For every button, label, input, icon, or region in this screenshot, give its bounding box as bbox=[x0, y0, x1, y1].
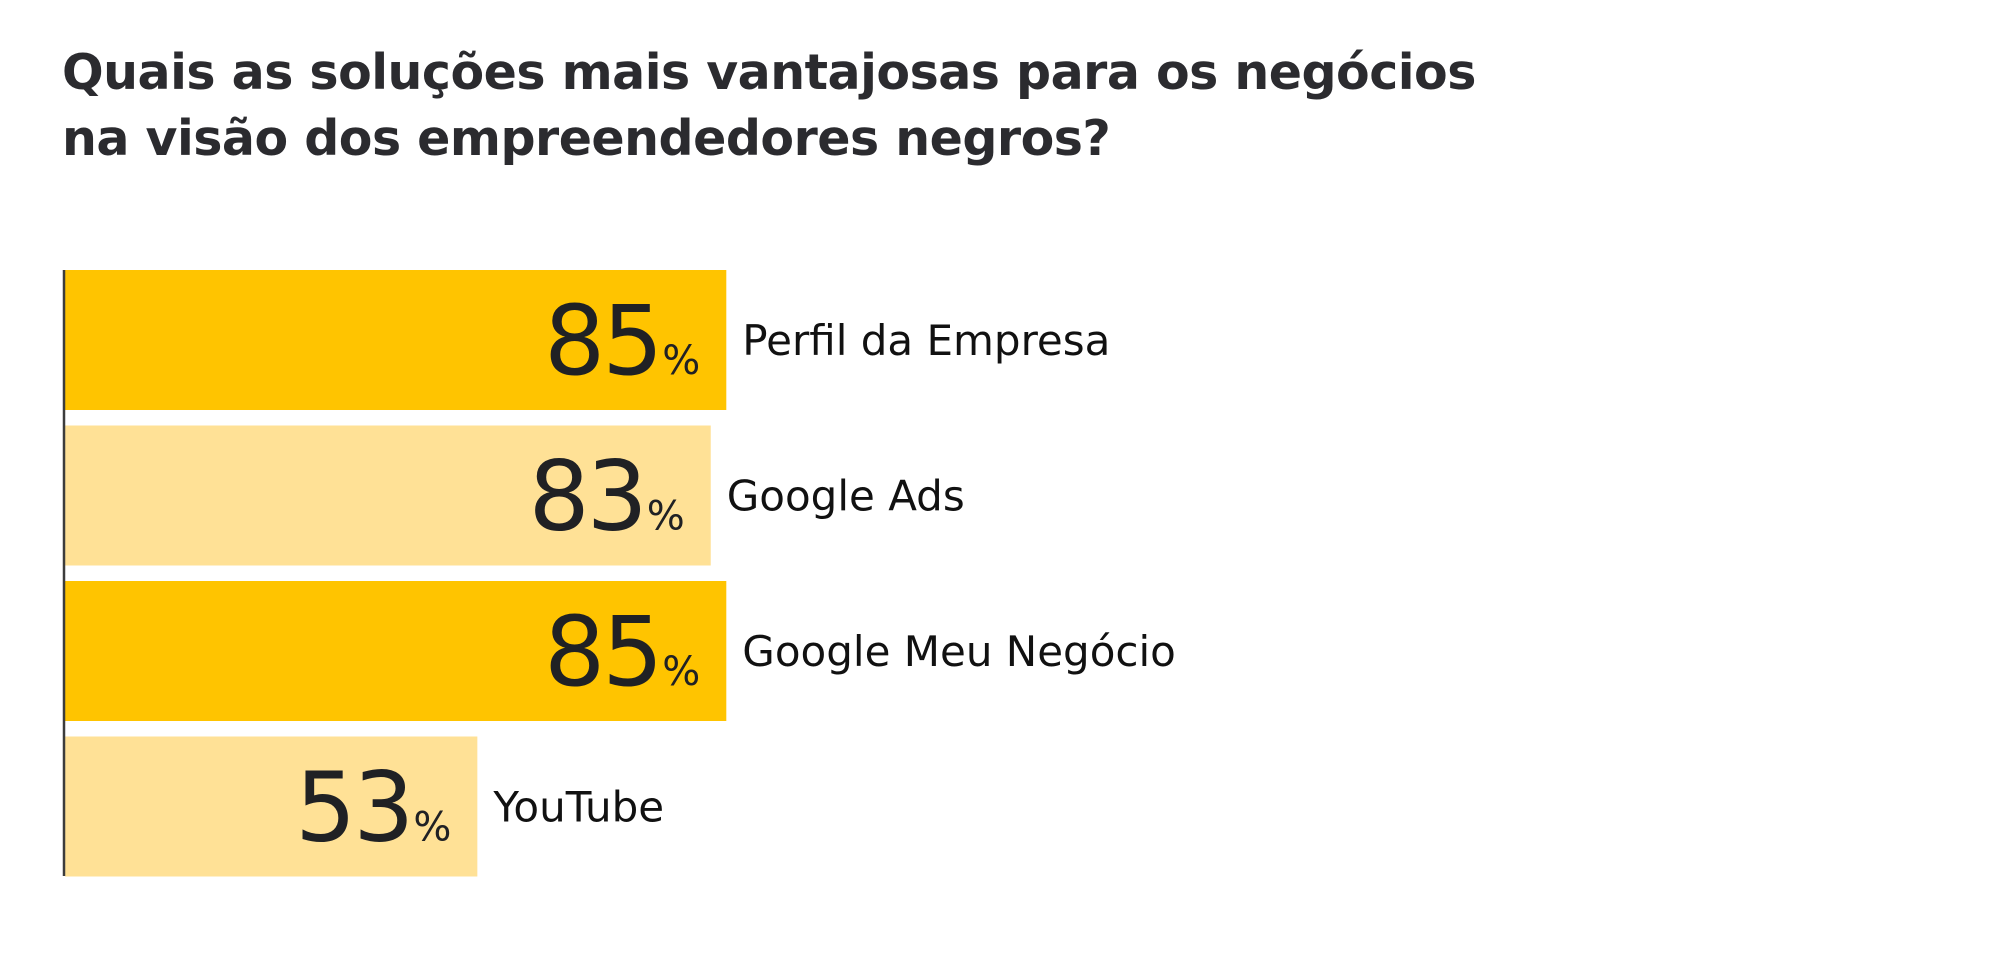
value-unit-google-ads: % bbox=[647, 494, 685, 540]
category-label-google-ads: Google Ads bbox=[727, 472, 965, 521]
bars-group: 85% Perfil da Empresa 83% Google Ads 85% Goog… bbox=[65, 270, 1176, 877]
bar-google-meu-negocio bbox=[65, 581, 727, 721]
value-unit-youtube: % bbox=[413, 805, 451, 851]
chart-title: Quais as soluções mais vantajosas para o… bbox=[62, 40, 1562, 172]
value-number-google-meu-negocio: 85 bbox=[544, 596, 660, 708]
value-label-google-meu-negocio: 85% bbox=[544, 596, 700, 708]
value-label-google-ads: 83% bbox=[529, 441, 685, 553]
bar-youtube bbox=[65, 736, 478, 877]
value-label-youtube: 53% bbox=[295, 752, 451, 864]
bar-perfil-da-empresa bbox=[65, 270, 727, 410]
bar-google-ads bbox=[65, 425, 711, 566]
category-label-perfil-da-empresa: Perfil da Empresa bbox=[742, 316, 1110, 365]
chart-title-line-1: Quais as soluções mais vantajosas para o… bbox=[62, 44, 1476, 101]
value-number-youtube: 53 bbox=[295, 752, 411, 864]
value-number-perfil-da-empresa: 85 bbox=[544, 285, 660, 397]
value-unit-google-meu-negocio: % bbox=[662, 649, 700, 695]
value-number-google-ads: 83 bbox=[529, 441, 645, 553]
category-label-google-meu-negocio: Google Meu Negócio bbox=[742, 627, 1176, 676]
value-unit-perfil-da-empresa: % bbox=[662, 338, 700, 384]
chart-title-line-2: na visão dos empreendedores negros? bbox=[62, 110, 1111, 167]
category-label-youtube: YouTube bbox=[492, 783, 664, 832]
value-label-perfil-da-empresa: 85% bbox=[544, 285, 700, 397]
